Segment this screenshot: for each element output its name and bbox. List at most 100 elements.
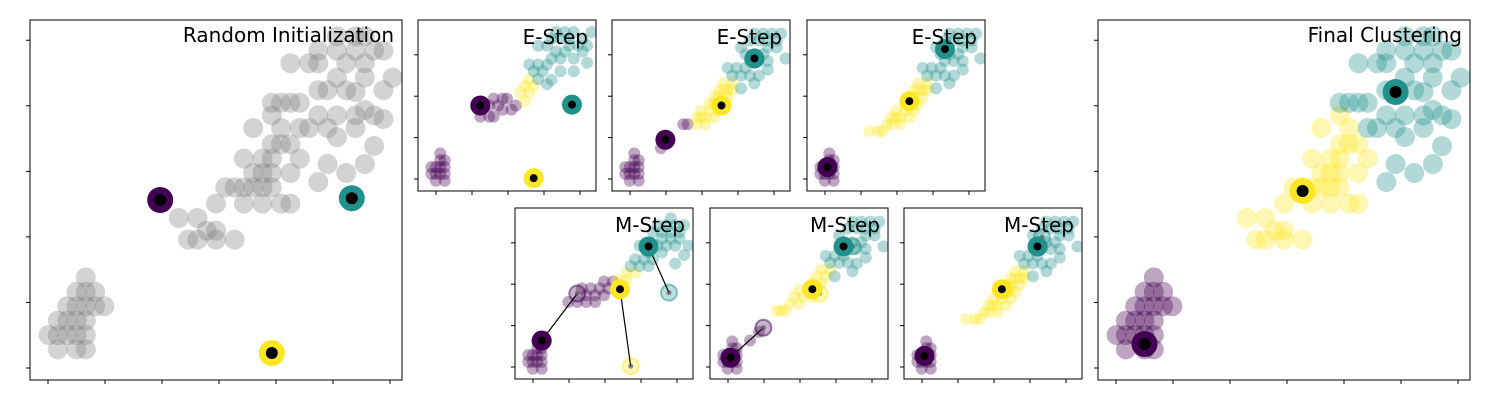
data-point bbox=[978, 306, 991, 319]
data-point bbox=[47, 339, 68, 360]
data-point bbox=[233, 148, 254, 169]
data-point bbox=[678, 219, 691, 232]
data-point bbox=[558, 45, 571, 58]
data-point bbox=[859, 243, 872, 256]
data-point bbox=[317, 118, 338, 138]
data-point bbox=[876, 125, 889, 138]
data-point bbox=[308, 80, 329, 101]
data-point bbox=[1013, 249, 1026, 262]
data-point bbox=[1053, 229, 1066, 242]
data-point bbox=[554, 52, 567, 65]
data-point bbox=[1062, 222, 1075, 235]
data-point bbox=[868, 222, 881, 235]
data-point bbox=[252, 148, 273, 169]
data-point bbox=[752, 69, 765, 82]
data-point bbox=[973, 313, 986, 326]
data-point bbox=[717, 77, 730, 90]
data-point bbox=[1339, 134, 1360, 155]
panel-title: M-Step bbox=[1004, 213, 1074, 237]
data-point bbox=[1394, 26, 1415, 47]
panel-frame bbox=[514, 207, 694, 380]
data-point bbox=[438, 174, 451, 187]
data-point bbox=[721, 61, 734, 74]
data-point bbox=[492, 99, 505, 112]
data-point bbox=[916, 84, 929, 97]
data-point bbox=[890, 104, 902, 117]
data-point bbox=[735, 41, 748, 54]
data-point bbox=[289, 148, 310, 169]
data-point bbox=[943, 27, 956, 40]
data-point bbox=[326, 127, 347, 147]
data-point bbox=[576, 45, 589, 58]
m-step-3-panel: M-Step bbox=[900, 207, 1083, 383]
data-point bbox=[168, 208, 189, 228]
data-point bbox=[819, 270, 832, 283]
data-point bbox=[514, 86, 527, 99]
data-point bbox=[252, 163, 273, 183]
data-point bbox=[1274, 220, 1294, 241]
cluster-center-dot bbox=[537, 336, 546, 345]
data-point bbox=[991, 306, 1004, 319]
cluster-center-dot bbox=[717, 101, 726, 110]
cluster-center-dot bbox=[1296, 185, 1309, 197]
data-point bbox=[1013, 278, 1026, 291]
data-point bbox=[930, 69, 943, 82]
data-point bbox=[855, 215, 868, 228]
data-point bbox=[66, 325, 87, 345]
data-point bbox=[584, 282, 597, 295]
data-point bbox=[952, 27, 965, 40]
data-point bbox=[1049, 215, 1062, 228]
data-point bbox=[1385, 154, 1406, 174]
plot-area bbox=[814, 27, 985, 187]
data-point bbox=[271, 134, 292, 155]
data-point bbox=[1348, 53, 1369, 74]
data-point bbox=[1441, 80, 1462, 101]
e-step-3-panel: E-Step bbox=[803, 19, 986, 195]
data-point bbox=[535, 362, 548, 375]
data-point bbox=[178, 229, 199, 250]
data-point bbox=[57, 325, 78, 345]
data-point bbox=[1357, 118, 1378, 138]
data-point bbox=[846, 215, 859, 228]
data-point bbox=[280, 193, 301, 214]
data-point bbox=[535, 349, 548, 362]
data-point bbox=[664, 232, 677, 245]
data-point bbox=[717, 84, 730, 97]
data-point bbox=[956, 63, 969, 76]
data-point bbox=[549, 45, 562, 58]
data-point bbox=[572, 39, 585, 52]
data-point bbox=[619, 167, 632, 180]
center-move-line bbox=[619, 289, 632, 367]
data-point bbox=[1058, 215, 1071, 228]
m-step-2-panel: M-Step bbox=[706, 207, 889, 383]
data-point bbox=[912, 77, 925, 90]
data-point bbox=[1357, 148, 1378, 169]
data-point bbox=[289, 118, 310, 138]
data-point bbox=[623, 161, 636, 174]
data-point bbox=[916, 90, 929, 103]
data-point bbox=[833, 256, 846, 269]
data-point bbox=[682, 239, 693, 252]
panel-title: M-Step bbox=[615, 213, 685, 237]
data-point bbox=[818, 174, 831, 187]
data-point bbox=[1329, 134, 1350, 155]
data-point bbox=[827, 174, 840, 187]
data-point bbox=[85, 296, 106, 317]
cluster-center-dot bbox=[567, 100, 576, 109]
data-point bbox=[532, 58, 545, 71]
panel-title: Random Initialization bbox=[183, 23, 394, 47]
data-point bbox=[496, 103, 509, 116]
data-point bbox=[326, 105, 347, 126]
data-point bbox=[1422, 26, 1443, 47]
panel-title: E-Step bbox=[912, 25, 977, 49]
data-point bbox=[345, 82, 366, 102]
data-point bbox=[1162, 296, 1183, 317]
panel-frame bbox=[1097, 19, 1471, 381]
data-point bbox=[748, 27, 761, 40]
data-point bbox=[1339, 118, 1360, 138]
data-point bbox=[567, 65, 580, 78]
data-point bbox=[317, 154, 338, 174]
data-point bbox=[1143, 296, 1164, 317]
data-point bbox=[438, 167, 451, 180]
